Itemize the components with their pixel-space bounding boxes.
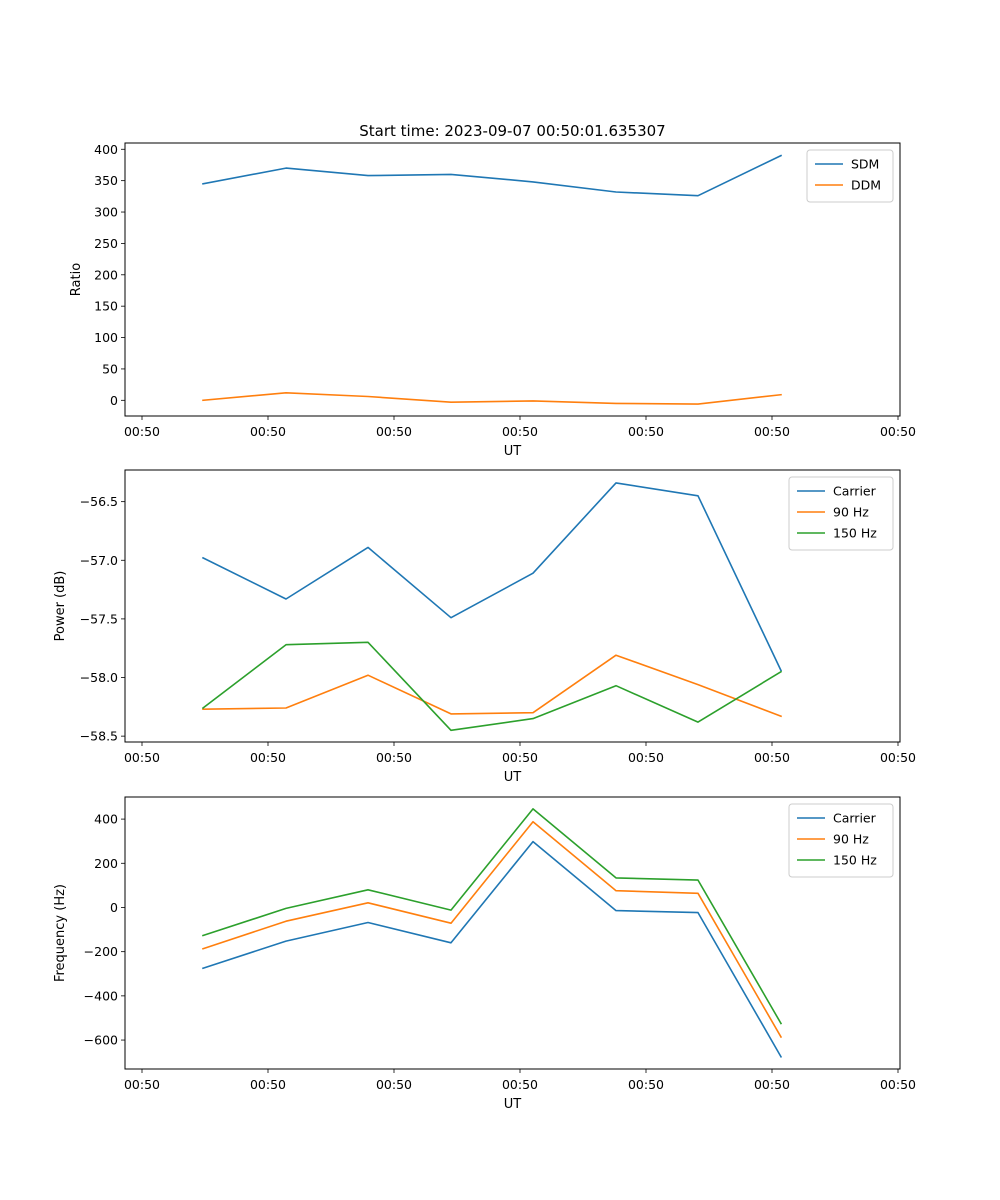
- y-axis-label: Ratio: [69, 263, 84, 296]
- x-tick-label: 00:50: [502, 1077, 538, 1092]
- legend: SDM DDM: [806, 149, 894, 203]
- y-tick-label: 400: [94, 812, 118, 827]
- y-tick-label: 200: [94, 267, 118, 282]
- y-tick-label: −200: [84, 944, 118, 959]
- legend-entry: SDM: [851, 157, 879, 172]
- legend-entry: Carrier: [833, 811, 877, 826]
- y-axis-label: Frequency (Hz): [53, 884, 68, 982]
- x-tick-label: 00:50: [124, 750, 160, 765]
- x-tick-label: 00:50: [250, 750, 286, 765]
- figure-title: Start time: 2023-09-07 00:50:01.635307: [359, 122, 665, 140]
- y-tick-label: −57.5: [80, 611, 118, 626]
- y-tick-label: −56.5: [80, 494, 118, 509]
- legend-box: [806, 149, 894, 203]
- y-tick-label: 400: [94, 142, 118, 157]
- x-tick-label: 00:50: [124, 1077, 160, 1092]
- x-tick-label: 00:50: [628, 1077, 664, 1092]
- axes-frame: [124, 796, 901, 1070]
- legend-entry: Carrier: [833, 484, 877, 499]
- x-tick-label: 00:50: [502, 750, 538, 765]
- x-tick-label: 00:50: [628, 750, 664, 765]
- x-tick-label: 00:50: [880, 750, 916, 765]
- y-tick-label: 200: [94, 856, 118, 871]
- x-tick-label: 00:50: [124, 424, 160, 439]
- x-tick-label: 00:50: [754, 750, 790, 765]
- x-tick-label: 00:50: [880, 424, 916, 439]
- x-tick-label: 00:50: [628, 424, 664, 439]
- y-tick-label: −600: [84, 1033, 118, 1048]
- y-tick-label: 150: [94, 299, 118, 314]
- y-tick-label: 250: [94, 236, 118, 251]
- x-tick-label: 00:50: [376, 424, 412, 439]
- panel-1: 00:5000:5000:5000:5000:5000:5000:5000:51…: [69, 142, 916, 459]
- legend-entry: 150 Hz: [833, 853, 877, 868]
- panel-2: 00:5000:5000:5000:5000:5000:5000:5000:51…: [53, 469, 916, 785]
- y-tick-label: 300: [94, 205, 118, 220]
- x-tick-label: 00:50: [754, 424, 790, 439]
- legend-entry: DDM: [851, 178, 881, 193]
- legend-entry: 150 Hz: [833, 526, 877, 541]
- series-line-sdm: [202, 154, 783, 197]
- series-line-150-hz: [201, 641, 783, 732]
- x-tick-label: 00:50: [250, 1077, 286, 1092]
- y-tick-label: 50: [102, 361, 118, 376]
- y-tick-label: −58.5: [80, 729, 118, 744]
- y-tick-label: 0: [110, 393, 118, 408]
- x-tick-label: 00:50: [502, 424, 538, 439]
- y-tick-label: 350: [94, 173, 118, 188]
- x-tick-label: 00:50: [250, 424, 286, 439]
- legend-box: [788, 476, 894, 551]
- panel-3: 00:5000:5000:5000:5000:5000:5000:5000:51…: [53, 796, 916, 1112]
- axes-frame: [124, 469, 901, 743]
- legend-entry: 90 Hz: [833, 505, 869, 520]
- x-tick-label: 00:50: [376, 1077, 412, 1092]
- x-tick-label: 00:50: [880, 1077, 916, 1092]
- legend: Carrier 90 Hz 150 Hz: [788, 476, 894, 551]
- y-tick-label: 100: [94, 330, 118, 345]
- x-axis-label: UT: [504, 1097, 522, 1112]
- x-tick-label: 00:50: [754, 1077, 790, 1092]
- y-tick-label: −400: [84, 988, 118, 1003]
- legend-entry: 90 Hz: [833, 832, 869, 847]
- x-axis-label: UT: [504, 770, 522, 785]
- y-tick-label: −57.0: [80, 553, 118, 568]
- series-line-90-hz: [201, 820, 783, 1039]
- legend: Carrier 90 Hz 150 Hz: [788, 803, 894, 878]
- y-tick-label: −58.0: [80, 670, 118, 685]
- x-tick-label: 00:50: [376, 750, 412, 765]
- axes-frame: [124, 142, 901, 417]
- x-axis-label: UT: [504, 444, 522, 459]
- series-line-ddm: [202, 391, 782, 405]
- series-line-carrier: [201, 840, 783, 1058]
- legend-box: [788, 803, 894, 878]
- series-line-90-hz: [202, 654, 783, 718]
- y-tick-label: 0: [110, 900, 118, 915]
- series-line-150-hz: [201, 808, 783, 1025]
- y-axis-label: Power (dB): [53, 571, 68, 642]
- series-line-carrier: [201, 482, 783, 672]
